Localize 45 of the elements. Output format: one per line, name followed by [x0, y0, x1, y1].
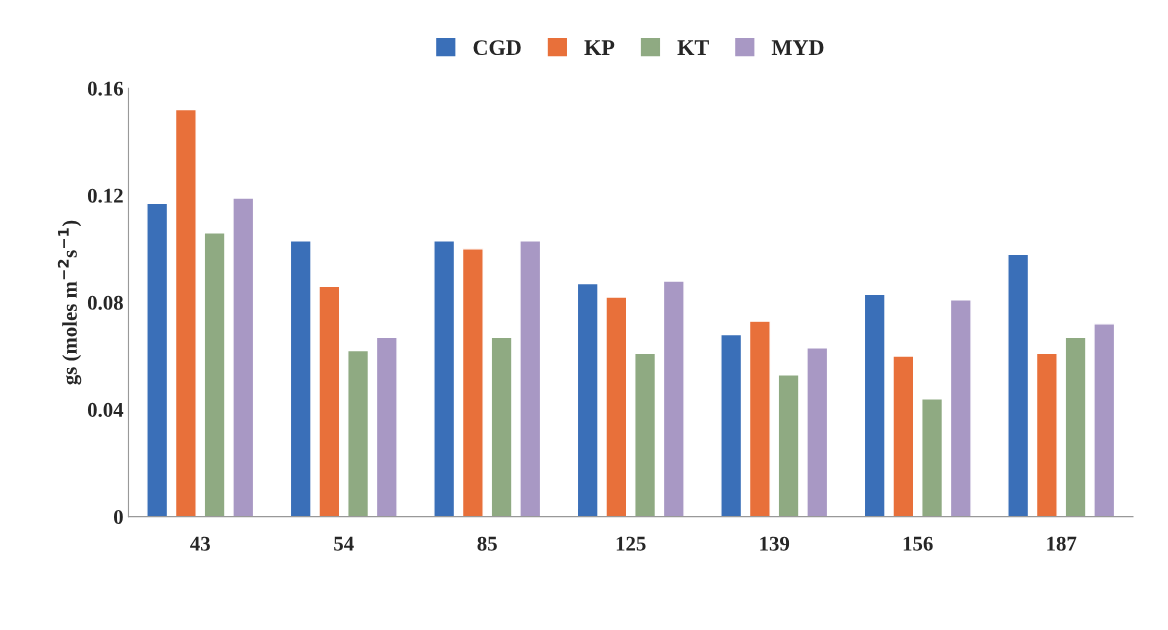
x-tick-label: 125: [616, 536, 646, 551]
y-tick-label: 0.16: [87, 81, 124, 96]
y-tick-label: 0: [114, 509, 123, 525]
x-tick-label: 43: [190, 536, 210, 551]
legend-label: MYD: [771, 40, 824, 55]
legend-label: KT: [677, 40, 709, 55]
x-tick-label: 85: [477, 536, 497, 551]
bar: [605, 296, 628, 517]
y-tick-label: 0.04: [87, 402, 124, 418]
bar: [433, 240, 456, 517]
bar: [375, 336, 398, 517]
x-tick-label: 187: [1047, 536, 1077, 551]
bar: [1035, 352, 1058, 517]
bar: [634, 352, 657, 517]
y-tick-label: 0.08: [87, 295, 123, 310]
bar: [347, 349, 370, 517]
bar: [461, 248, 484, 517]
bar: [949, 299, 972, 517]
bar: [289, 240, 312, 517]
bar: [662, 280, 685, 517]
bar: [519, 240, 542, 517]
bar: [1093, 323, 1116, 517]
bar: [777, 373, 800, 517]
bar: [174, 108, 197, 517]
bar: [232, 197, 255, 517]
bar: [1007, 253, 1030, 517]
bar: [203, 232, 226, 517]
bar: [1064, 336, 1087, 517]
bar: [748, 320, 771, 517]
x-tick-label: 54: [334, 536, 354, 551]
bar: [318, 285, 341, 517]
x-tick-label: 139: [760, 536, 790, 551]
y-tick-label: 0.12: [87, 188, 123, 203]
bar: [921, 398, 944, 517]
bar: [576, 282, 599, 517]
y-axis-title: gs (moles m$^{−2}$s$^{−1}$): [57, 220, 82, 385]
legend-label: CGD: [473, 40, 521, 56]
bar: [806, 347, 829, 517]
bar: [146, 202, 169, 517]
bar: [892, 355, 915, 517]
bar: [720, 333, 743, 517]
bar: [490, 336, 513, 517]
legend-label: KP: [584, 40, 615, 55]
bar: [863, 293, 886, 517]
x-tick-label: 156: [903, 536, 933, 551]
